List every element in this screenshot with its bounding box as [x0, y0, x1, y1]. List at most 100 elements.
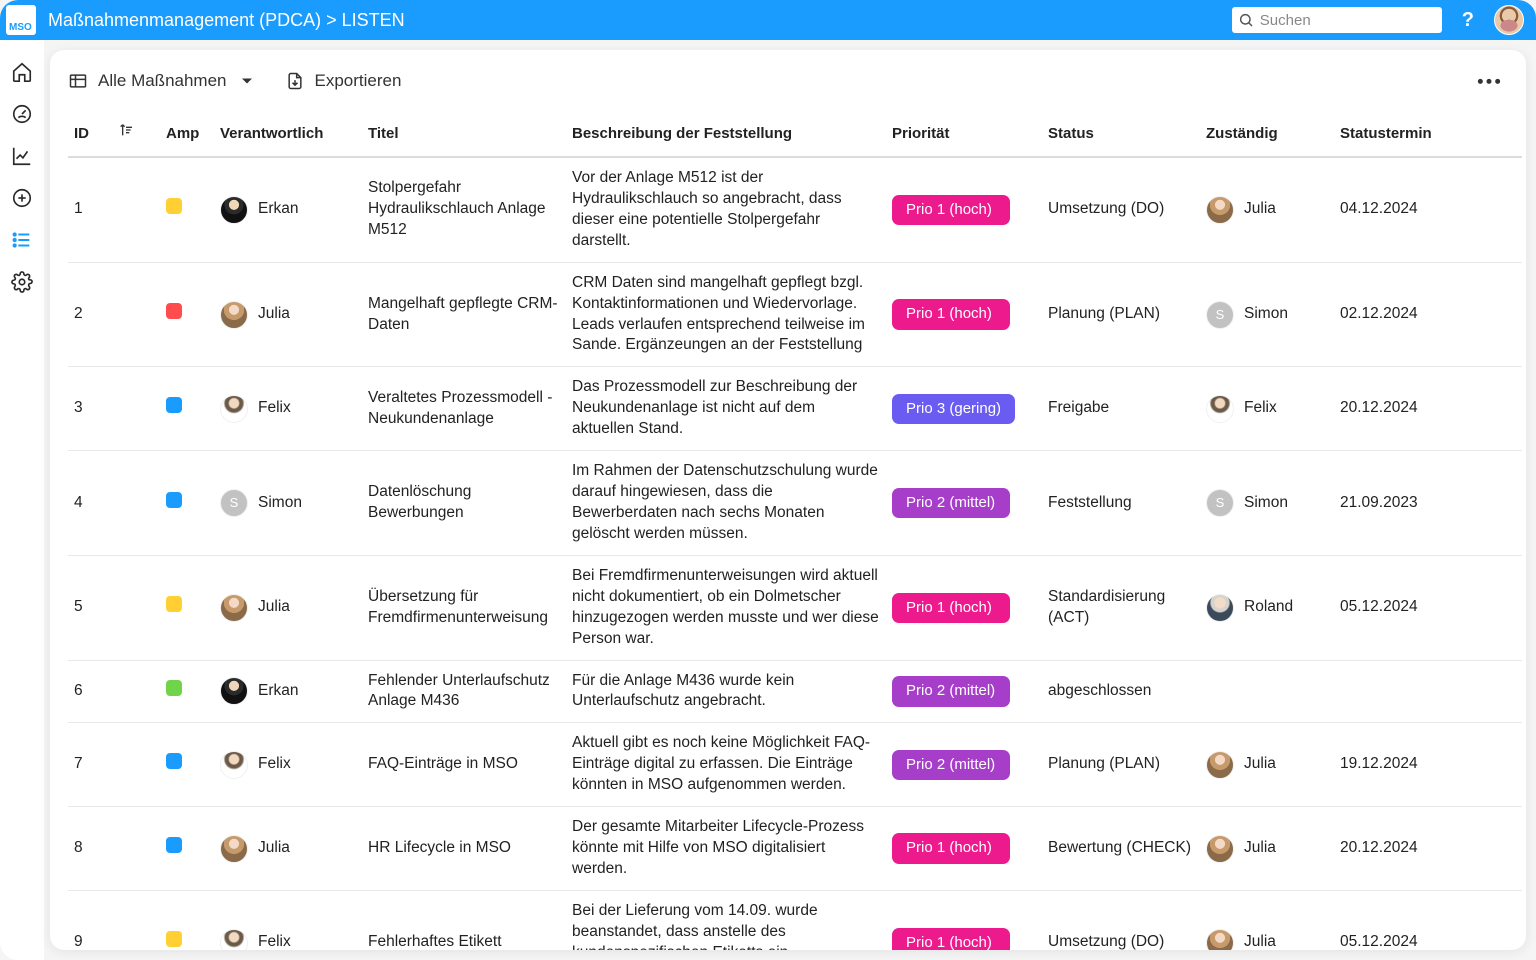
logo[interactable]: MSO: [6, 5, 36, 35]
search-input[interactable]: [1232, 7, 1442, 33]
cell-title: Stolpergefahr Hydraulikschlauch Anlage M…: [362, 157, 566, 262]
cell-id: 3: [68, 367, 112, 451]
sidebar-item-list[interactable]: [8, 226, 36, 254]
table-row[interactable]: 2JuliaMangelhaft gepflegte CRM-DatenCRM …: [68, 262, 1522, 367]
avatar: [220, 835, 248, 863]
cell-description: Im Rahmen der Datenschutzschulung wurde …: [566, 451, 886, 556]
priority-badge: Prio 2 (mittel): [892, 488, 1010, 518]
sidebar-item-settings[interactable]: [8, 268, 36, 296]
avatar: [1206, 751, 1234, 779]
cell-assigned: Felix: [1200, 367, 1334, 451]
cell-id: 9: [68, 890, 112, 950]
col-responsible[interactable]: Verantwortlich: [214, 112, 362, 157]
cell-title: HR Lifecycle in MSO: [362, 807, 566, 891]
cell-priority: Prio 2 (mittel): [886, 451, 1042, 556]
avatar: [1206, 929, 1234, 950]
table-row[interactable]: 4SSimonDatenlöschung BewerbungenIm Rahme…: [68, 451, 1522, 556]
table-header-row: ID Amp Verantwortlich Titel Beschreibung…: [68, 112, 1522, 157]
cell-assigned: Julia: [1200, 157, 1334, 262]
cell-id: 4: [68, 451, 112, 556]
table-row[interactable]: 7FelixFAQ-Einträge in MSOAktuell gibt es…: [68, 723, 1522, 807]
col-sort[interactable]: [112, 112, 160, 157]
sidebar-item-analytics[interactable]: [8, 142, 36, 170]
sidebar-item-home[interactable]: [8, 58, 36, 86]
cell-description: Bei der Lieferung vom 14.09. wurde beans…: [566, 890, 886, 950]
cell-priority: Prio 1 (hoch): [886, 157, 1042, 262]
search-icon: [1238, 12, 1254, 28]
table-row[interactable]: 8JuliaHR Lifecycle in MSODer gesamte Mit…: [68, 807, 1522, 891]
cell-status-date: 05.12.2024: [1334, 890, 1522, 950]
cell-status: Planung (PLAN): [1042, 262, 1200, 367]
avatar: [1206, 835, 1234, 863]
cell-responsible: Julia: [214, 555, 362, 660]
responsible-name: Felix: [258, 932, 291, 950]
filter-dropdown[interactable]: Alle Maßnahmen: [68, 71, 257, 91]
cell-status: Feststellung: [1042, 451, 1200, 556]
avatar: [220, 751, 248, 779]
assigned-name: Julia: [1244, 754, 1276, 775]
sidebar-item-add[interactable]: [8, 184, 36, 212]
cell-id: 6: [68, 660, 112, 723]
col-priority[interactable]: Priorität: [886, 112, 1042, 157]
assigned-name: Felix: [1244, 398, 1277, 419]
cell-assigned: SSimon: [1200, 262, 1334, 367]
cell-assigned: Julia: [1200, 723, 1334, 807]
cell-sort: [112, 555, 160, 660]
assigned-name: Julia: [1244, 932, 1276, 950]
cell-status-date: 20.12.2024: [1334, 367, 1522, 451]
table-row[interactable]: 6ErkanFehlender Unterlaufschutz Anlage M…: [68, 660, 1522, 723]
sidebar-item-dashboard[interactable]: [8, 100, 36, 128]
cell-amp: [160, 157, 214, 262]
cell-priority: Prio 1 (hoch): [886, 890, 1042, 950]
responsible-name: Erkan: [258, 199, 299, 220]
table-row[interactable]: 5JuliaÜbersetzung für Fremdfirmenunterwe…: [68, 555, 1522, 660]
amp-indicator: [166, 303, 182, 319]
cell-priority: Prio 1 (hoch): [886, 262, 1042, 367]
col-status[interactable]: Status: [1042, 112, 1200, 157]
assigned-person: Julia: [1206, 751, 1328, 779]
cell-sort: [112, 723, 160, 807]
col-status-date[interactable]: Statustermin: [1334, 112, 1522, 157]
amp-indicator: [166, 397, 182, 413]
more-button[interactable]: [1470, 67, 1508, 95]
cell-amp: [160, 367, 214, 451]
cell-status: Umsetzung (DO): [1042, 890, 1200, 950]
export-button[interactable]: Exportieren: [285, 71, 402, 91]
cell-amp: [160, 262, 214, 367]
filter-label: Alle Maßnahmen: [98, 71, 227, 91]
col-assigned[interactable]: Zuständig: [1200, 112, 1334, 157]
assigned-person: Roland: [1206, 594, 1328, 622]
cell-status-date: 05.12.2024: [1334, 555, 1522, 660]
col-id[interactable]: ID: [68, 112, 112, 157]
assigned-person: Felix: [1206, 395, 1328, 423]
assigned-name: Roland: [1244, 597, 1293, 618]
assigned-name: Simon: [1244, 304, 1288, 325]
responsible-person: Julia: [220, 301, 356, 329]
table-row[interactable]: 9FelixFehlerhaftes EtikettBei der Liefer…: [68, 890, 1522, 950]
help-icon[interactable]: ?: [1454, 9, 1482, 32]
cell-status: abgeschlossen: [1042, 660, 1200, 723]
user-avatar[interactable]: [1494, 5, 1524, 35]
cell-title: Datenlöschung Bewerbungen: [362, 451, 566, 556]
cell-responsible: Julia: [214, 262, 362, 367]
cell-assigned: [1200, 660, 1334, 723]
cell-responsible: Felix: [214, 367, 362, 451]
assigned-name: Simon: [1244, 493, 1288, 514]
cell-priority: Prio 1 (hoch): [886, 555, 1042, 660]
responsible-name: Felix: [258, 754, 291, 775]
more-horizontal-icon: [1476, 77, 1502, 86]
responsible-name: Felix: [258, 398, 291, 419]
responsible-person: Julia: [220, 594, 356, 622]
cell-amp: [160, 723, 214, 807]
cell-assigned: Julia: [1200, 890, 1334, 950]
col-amp[interactable]: Amp: [160, 112, 214, 157]
table-row[interactable]: 3FelixVeraltetes Prozessmodell - Neukund…: [68, 367, 1522, 451]
table-row[interactable]: 1ErkanStolpergefahr Hydraulikschlauch An…: [68, 157, 1522, 262]
priority-badge: Prio 1 (hoch): [892, 928, 1010, 950]
list-card: Alle Maßnahmen Exportieren: [50, 50, 1526, 950]
col-title[interactable]: Titel: [362, 112, 566, 157]
responsible-person: Felix: [220, 929, 356, 950]
col-description[interactable]: Beschreibung der Feststellung: [566, 112, 886, 157]
export-label: Exportieren: [315, 71, 402, 91]
avatar: [220, 594, 248, 622]
